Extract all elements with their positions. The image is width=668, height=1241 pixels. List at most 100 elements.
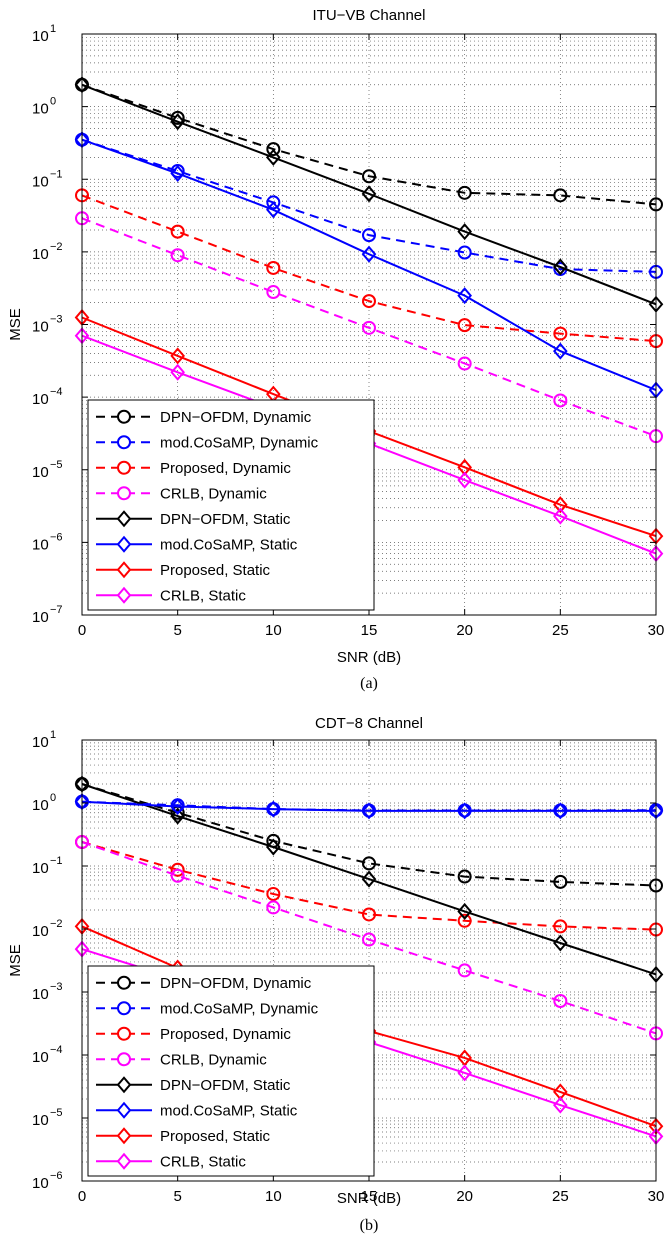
data-point bbox=[362, 856, 376, 871]
legend-label: CRLB, Static bbox=[160, 587, 246, 604]
data-point bbox=[457, 471, 472, 489]
y-tick-base: 10 bbox=[32, 246, 49, 263]
series-3 bbox=[75, 835, 663, 1041]
data-point bbox=[170, 797, 185, 816]
data-point bbox=[457, 902, 472, 920]
legend-entry: DPN−OFDM, Dynamic bbox=[96, 409, 312, 426]
data-point bbox=[553, 802, 568, 820]
data-point bbox=[266, 886, 281, 901]
y-tick-exponent: −2 bbox=[50, 918, 63, 930]
series-line bbox=[81, 217, 657, 438]
series-line bbox=[81, 83, 657, 306]
data-point bbox=[361, 870, 377, 888]
data-point bbox=[266, 260, 281, 275]
data-point bbox=[266, 148, 281, 166]
series-line bbox=[81, 841, 657, 1035]
y-tick-exponent: 0 bbox=[50, 96, 56, 108]
y-tick-exponent: −5 bbox=[50, 459, 63, 471]
legend: DPN−OFDM, Dynamic mod.CoSaMP, Dynamic Prop… bbox=[87, 965, 375, 1177]
legend-marker bbox=[116, 586, 132, 604]
y-tick-exponent: −6 bbox=[50, 1170, 63, 1182]
series-line bbox=[81, 83, 657, 206]
data-point bbox=[362, 228, 376, 243]
legend: DPN−OFDM, Dynamic mod.CoSaMP, Dynamic Prop… bbox=[87, 399, 375, 611]
y-tick-base: 10 bbox=[32, 391, 49, 408]
data-point bbox=[553, 934, 568, 952]
y-tick-label: 10 −6 bbox=[32, 531, 63, 553]
y-tick-label: 10 1 bbox=[32, 729, 56, 751]
legend-marker bbox=[116, 1127, 132, 1145]
y-tick-label: 10 −5 bbox=[32, 1107, 63, 1129]
data-point bbox=[170, 868, 185, 883]
x-tick-label: 0 bbox=[78, 1188, 86, 1205]
x-axis-label: SNR (dB) bbox=[337, 1190, 401, 1207]
legend-label: DPN−OFDM, Static bbox=[160, 1077, 291, 1094]
legend-marker bbox=[117, 1001, 131, 1016]
legend-label: mod.CoSaMP, Static bbox=[160, 1102, 298, 1119]
data-point bbox=[457, 356, 472, 371]
y-tick-label: 10 −4 bbox=[32, 386, 63, 408]
data-point bbox=[266, 900, 281, 915]
legend-marker bbox=[117, 486, 131, 501]
y-tick-base: 10 bbox=[32, 734, 49, 751]
y-tick-base: 10 bbox=[32, 1112, 49, 1129]
y-tick-label: 10 −7 bbox=[32, 604, 63, 626]
y-tick-label: 10 1 bbox=[32, 23, 56, 45]
data-point bbox=[170, 113, 185, 131]
data-point bbox=[553, 326, 568, 341]
series-5 bbox=[74, 131, 664, 399]
data-point bbox=[553, 507, 568, 525]
data-point bbox=[362, 907, 376, 922]
legend-entry: Proposed, Dynamic bbox=[96, 1026, 291, 1043]
legend-entry: CRLB, Dynamic bbox=[96, 1051, 267, 1068]
y-tick-base: 10 bbox=[32, 923, 49, 940]
y-tick-base: 10 bbox=[32, 1049, 49, 1066]
legend-marker bbox=[116, 535, 132, 553]
data-point bbox=[457, 869, 472, 884]
series-line bbox=[81, 783, 657, 976]
data-point bbox=[457, 223, 472, 241]
y-tick-label: 10 −3 bbox=[32, 314, 63, 336]
data-point bbox=[361, 245, 377, 263]
data-point bbox=[170, 164, 185, 183]
y-tick-base: 10 bbox=[32, 536, 49, 553]
x-tick-label: 20 bbox=[456, 1188, 473, 1205]
series-2 bbox=[75, 188, 663, 349]
legend-label: mod.CoSaMP, Dynamic bbox=[160, 1000, 319, 1017]
data-point bbox=[170, 224, 185, 239]
legend-entry: mod.CoSaMP, Dynamic bbox=[96, 1000, 319, 1017]
y-tick-exponent: 1 bbox=[50, 729, 56, 741]
y-tick-base: 10 bbox=[32, 609, 49, 626]
y-tick-label: 10 −4 bbox=[32, 1044, 63, 1066]
legend-marker bbox=[117, 1026, 131, 1041]
data-point bbox=[457, 963, 472, 978]
legend-entry: Proposed, Dynamic bbox=[96, 460, 291, 477]
legend-marker bbox=[117, 460, 131, 475]
legend-marker bbox=[116, 561, 132, 579]
legend-entry: DPN−OFDM, Dynamic bbox=[96, 975, 312, 992]
legend-box bbox=[87, 399, 375, 611]
y-tick-exponent: 1 bbox=[50, 23, 56, 35]
x-axis-label: SNR (dB) bbox=[337, 649, 401, 666]
y-tick-exponent: −5 bbox=[50, 1107, 63, 1119]
x-tick-label: 5 bbox=[173, 622, 181, 639]
y-tick-base: 10 bbox=[32, 464, 49, 481]
data-point bbox=[362, 932, 376, 947]
legend-label: Proposed, Static bbox=[160, 1128, 271, 1145]
legend-marker bbox=[116, 510, 132, 528]
y-axis-label: MSE bbox=[7, 308, 24, 341]
y-tick-base: 10 bbox=[32, 28, 49, 45]
legend-entry: CRLB, Dynamic bbox=[96, 485, 267, 502]
x-tick-label: 0 bbox=[78, 622, 86, 639]
x-tick-label: 5 bbox=[173, 1188, 181, 1205]
data-point bbox=[170, 363, 185, 381]
x-tick-label: 15 bbox=[361, 1188, 378, 1205]
legend-entry: CRLB, Static bbox=[96, 1152, 246, 1170]
y-tick-exponent: −1 bbox=[50, 168, 63, 180]
data-point bbox=[266, 800, 281, 818]
data-point bbox=[457, 913, 472, 928]
y-tick-exponent: −2 bbox=[50, 241, 63, 253]
legend-entry: DPN−OFDM, Static bbox=[96, 510, 291, 528]
